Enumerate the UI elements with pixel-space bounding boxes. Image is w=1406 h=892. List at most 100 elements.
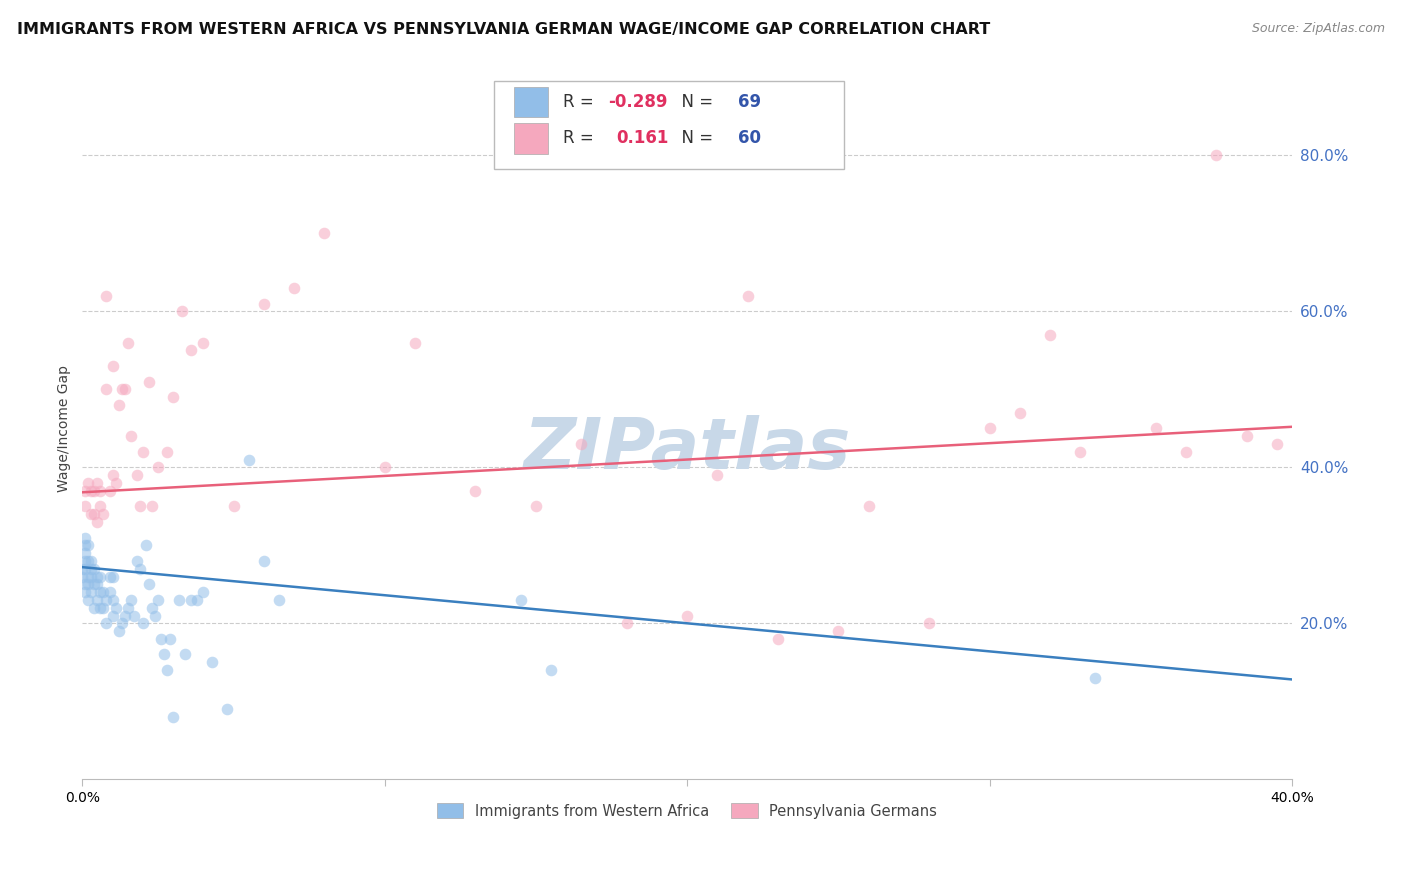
Point <box>80 554 103 568</box>
Point <box>101 468 124 483</box>
Point <box>89 585 111 599</box>
Point <box>75 554 97 568</box>
Text: -0.289: -0.289 <box>609 93 668 111</box>
Point <box>75 562 97 576</box>
Point <box>918 616 941 631</box>
Point <box>80 585 103 599</box>
Point <box>201 655 224 669</box>
FancyBboxPatch shape <box>515 87 548 118</box>
Point <box>96 383 118 397</box>
Text: N =: N = <box>672 93 718 111</box>
Point <box>128 562 150 576</box>
Point <box>125 554 148 568</box>
Point <box>80 562 103 576</box>
Point <box>132 616 155 631</box>
Point <box>1069 444 1091 458</box>
Point <box>616 616 638 631</box>
Point <box>149 632 172 646</box>
Point <box>706 468 728 483</box>
Point <box>86 475 108 490</box>
Text: 60: 60 <box>738 129 761 147</box>
Point <box>524 500 547 514</box>
Text: N =: N = <box>672 129 718 147</box>
Point <box>146 460 169 475</box>
Point <box>180 343 202 358</box>
Point <box>83 600 105 615</box>
Point <box>827 624 849 639</box>
Point <box>156 444 179 458</box>
Text: ZIPatlas: ZIPatlas <box>523 415 851 483</box>
FancyBboxPatch shape <box>494 81 845 169</box>
Point <box>737 289 759 303</box>
Point <box>162 710 184 724</box>
Point <box>138 577 160 591</box>
Text: R =: R = <box>562 129 599 147</box>
Point <box>72 562 94 576</box>
Point <box>979 421 1001 435</box>
Point <box>86 515 108 529</box>
Point <box>75 531 97 545</box>
Point <box>114 383 136 397</box>
Point <box>117 335 139 350</box>
Point <box>80 569 103 583</box>
Point <box>1144 421 1167 435</box>
Point <box>193 335 215 350</box>
Point <box>77 577 100 591</box>
Text: R =: R = <box>562 93 599 111</box>
Point <box>86 593 108 607</box>
Point <box>101 359 124 373</box>
Point <box>101 569 124 583</box>
Point <box>93 600 115 615</box>
Point <box>314 227 336 241</box>
Point <box>167 593 190 607</box>
Point <box>267 593 290 607</box>
Point <box>96 616 118 631</box>
Point <box>238 452 260 467</box>
Point <box>93 507 115 521</box>
Point <box>143 608 166 623</box>
Point <box>464 483 486 498</box>
Point <box>101 608 124 623</box>
Point <box>217 702 239 716</box>
Text: Source: ZipAtlas.com: Source: ZipAtlas.com <box>1251 22 1385 36</box>
Point <box>98 585 121 599</box>
Point <box>374 460 396 475</box>
Point <box>159 632 181 646</box>
Y-axis label: Wage/Income Gap: Wage/Income Gap <box>58 365 72 491</box>
Point <box>1265 437 1288 451</box>
Point <box>83 483 105 498</box>
Point <box>174 648 197 662</box>
Point <box>1039 327 1062 342</box>
Point <box>186 593 208 607</box>
Point <box>98 569 121 583</box>
Point <box>404 335 426 350</box>
Point <box>75 585 97 599</box>
Point <box>104 600 127 615</box>
Point <box>1008 406 1031 420</box>
Point <box>72 569 94 583</box>
Point <box>80 507 103 521</box>
Point <box>132 444 155 458</box>
Point <box>146 593 169 607</box>
Point <box>180 593 202 607</box>
Point <box>110 383 132 397</box>
Point <box>98 483 121 498</box>
Point <box>83 507 105 521</box>
Point <box>96 593 118 607</box>
Point <box>104 475 127 490</box>
Point <box>77 569 100 583</box>
Point <box>162 390 184 404</box>
Point <box>253 296 276 310</box>
Point <box>138 375 160 389</box>
Point <box>1236 429 1258 443</box>
Point <box>120 593 142 607</box>
Point <box>89 600 111 615</box>
Point <box>114 608 136 623</box>
Point <box>253 554 276 568</box>
Point <box>83 562 105 576</box>
Point <box>75 538 97 552</box>
Point <box>141 500 163 514</box>
Point <box>117 600 139 615</box>
Point <box>122 608 145 623</box>
Point <box>86 577 108 591</box>
